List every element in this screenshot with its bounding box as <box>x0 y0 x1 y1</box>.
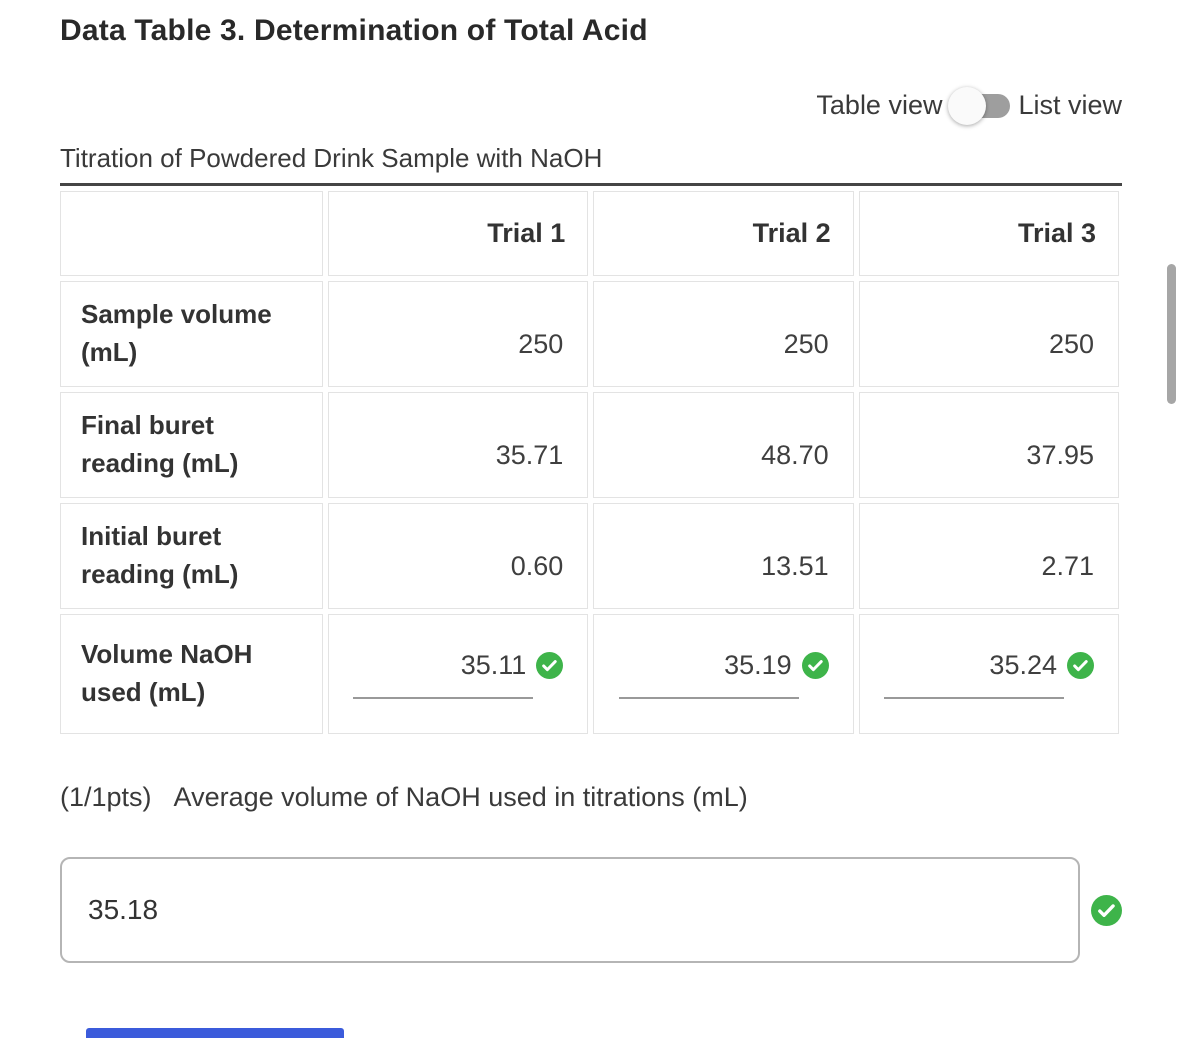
row-label-volume-naoh: Volume NaOH used (mL) <box>60 614 323 734</box>
answer-underline <box>884 696 1064 699</box>
answer-row <box>60 857 1122 963</box>
cell-sample-volume-t3: 250 <box>858 281 1119 387</box>
row-label-initial-buret: Initial buret reading (mL) <box>60 503 323 609</box>
list-view-label[interactable]: List view <box>1018 90 1122 120</box>
vertical-scrollbar[interactable] <box>1167 264 1176 404</box>
answer-value-t3: 35.24 <box>989 649 1057 680</box>
view-toggle-switch[interactable] <box>948 86 1011 125</box>
column-header-empty <box>60 191 323 276</box>
cell-final-buret-t1: 35.71 <box>328 392 589 498</box>
view-toggle-row: Table view List view <box>60 86 1122 125</box>
cell-sample-volume-t2: 250 <box>593 281 854 387</box>
row-label-sample-volume: Sample volume (mL) <box>60 281 323 387</box>
toggle-knob[interactable] <box>948 86 987 125</box>
question-label: Average volume of NaOH used in titration… <box>173 782 748 812</box>
page-title: Data Table 3. Determination of Total Aci… <box>60 14 648 47</box>
cell-initial-buret-t3: 2.71 <box>858 503 1119 609</box>
correct-check-icon <box>536 651 564 679</box>
answer-value-t2: 35.19 <box>724 649 792 680</box>
question-points: (1/1pts) <box>60 782 152 812</box>
row-label-final-buret: Final buret reading (mL) <box>60 392 323 498</box>
answer-underline <box>353 696 534 699</box>
question-row: (1/1pts) Average volume of NaOH used in t… <box>60 782 1122 813</box>
table-top-rule <box>60 183 1122 186</box>
correct-check-icon <box>1091 894 1122 926</box>
correct-check-icon <box>1067 651 1094 679</box>
cell-volume-naoh-t2[interactable]: 35.19 <box>593 614 854 734</box>
cell-volume-naoh-t3[interactable]: 35.24 <box>858 614 1119 734</box>
table-view-label[interactable]: Table view <box>816 90 943 120</box>
cell-final-buret-t3: 37.95 <box>858 392 1119 498</box>
cell-initial-buret-t1: 0.60 <box>328 503 589 609</box>
answer-value-t1: 35.11 <box>460 649 527 680</box>
cell-final-buret-t2: 48.70 <box>593 392 854 498</box>
column-header-trial-3: Trial 3 <box>858 191 1119 276</box>
cell-volume-naoh-t1[interactable]: 35.11 <box>328 614 589 734</box>
correct-check-icon <box>801 651 829 679</box>
cell-initial-buret-t2: 13.51 <box>593 503 854 609</box>
average-volume-input[interactable] <box>60 857 1080 963</box>
column-header-trial-2: Trial 2 <box>593 191 854 276</box>
partial-bottom-button[interactable] <box>86 1028 344 1038</box>
data-table: Trial 1 Trial 2 Trial 3 Sample volume (m… <box>60 191 1119 734</box>
table-caption: Titration of Powdered Drink Sample with … <box>60 143 603 173</box>
answer-underline <box>618 696 799 699</box>
column-header-trial-1: Trial 1 <box>328 191 589 276</box>
cell-sample-volume-t1: 250 <box>328 281 589 387</box>
